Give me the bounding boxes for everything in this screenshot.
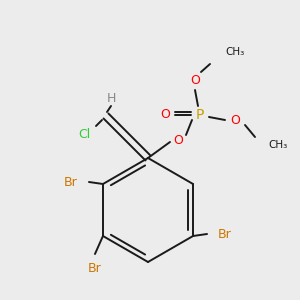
Text: O: O: [173, 134, 183, 146]
Text: Br: Br: [218, 227, 232, 241]
Text: H: H: [106, 92, 116, 104]
Text: CH₃: CH₃: [225, 47, 244, 57]
Text: O: O: [230, 113, 240, 127]
Text: P: P: [196, 108, 204, 122]
Text: Br: Br: [88, 262, 102, 275]
Text: O: O: [190, 74, 200, 86]
Text: O: O: [160, 109, 170, 122]
Text: Cl: Cl: [78, 128, 90, 140]
Text: Br: Br: [64, 176, 78, 188]
Text: CH₃: CH₃: [268, 140, 287, 150]
